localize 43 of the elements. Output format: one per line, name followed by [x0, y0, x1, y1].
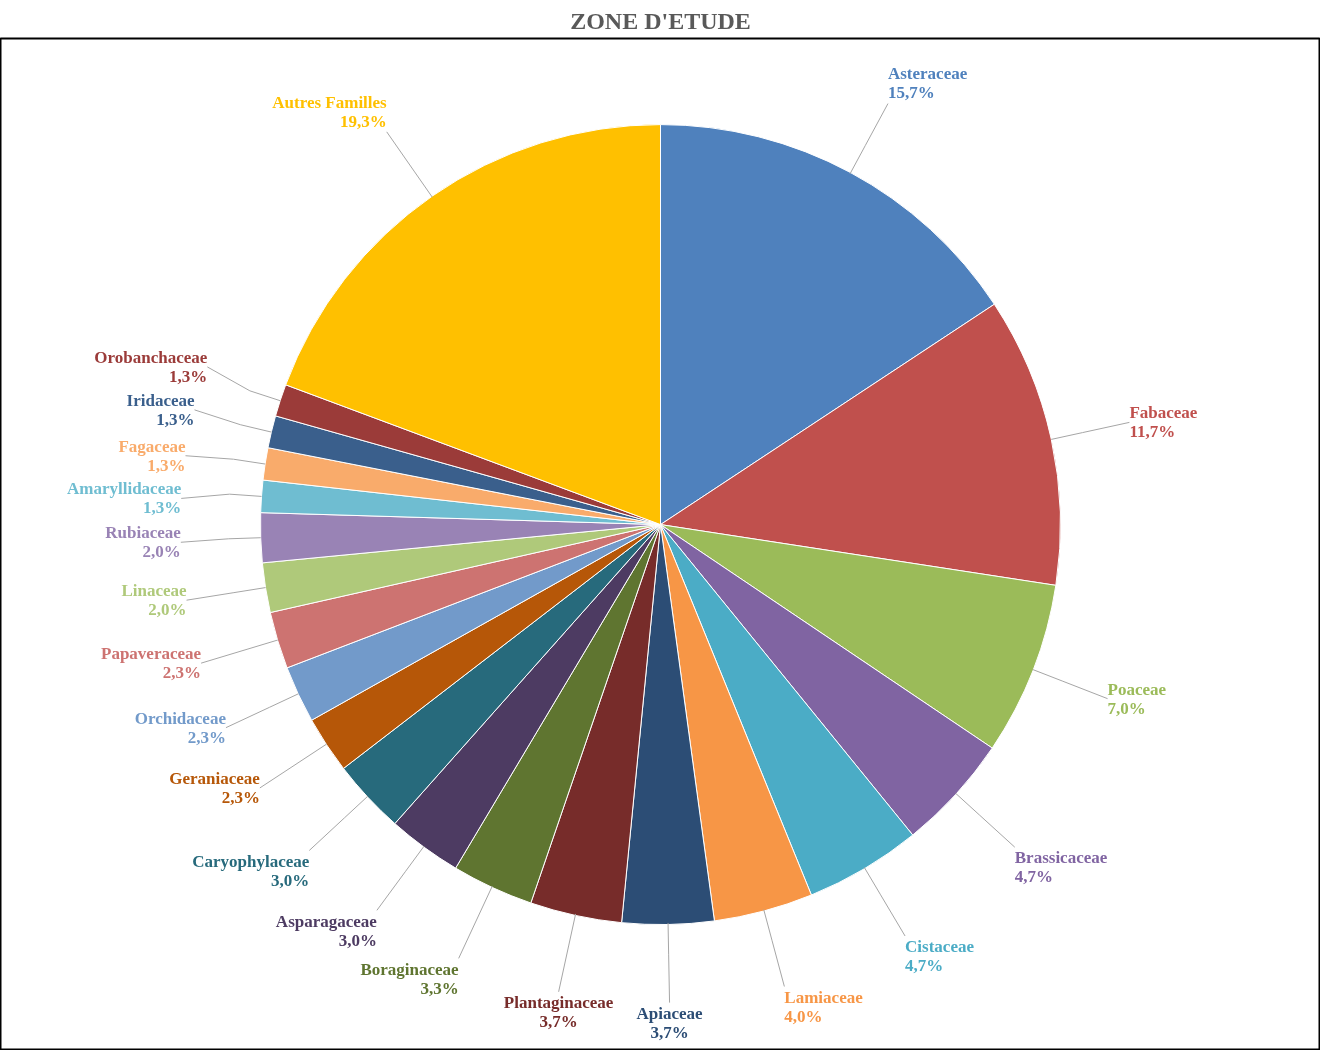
slice-label: Caryophylaceae [192, 851, 310, 871]
data-label: 1,3% [142, 498, 182, 518]
chart-title: ZONE D'ETUDE [570, 7, 751, 34]
slice-label: Linaceae [121, 581, 187, 601]
slice-label: Cistaceae [905, 937, 975, 957]
slice-label: Asteraceae [887, 64, 968, 84]
slice-label: Autres Familles [272, 92, 388, 112]
slice-label: Boraginaceae [360, 959, 460, 979]
data-label: 11,7% [1129, 422, 1176, 442]
data-label: 1,3% [156, 409, 195, 429]
slice-label: Plantaginaceae [503, 993, 614, 1013]
slice-label: Fabaceae [1129, 403, 1198, 423]
data-label: 3,7% [539, 1012, 578, 1032]
data-label: 3,0% [338, 930, 377, 950]
slice-label: Geraniaceae [169, 768, 261, 788]
slice-label: Lamiaceae [784, 987, 864, 1007]
slice-label: Asparagaceae [275, 911, 378, 931]
data-label: 2,3% [221, 787, 260, 807]
slice-label: Amaryllidaceae [66, 479, 182, 499]
slice-label: Orchidaceae [134, 708, 227, 728]
data-label: 2,3% [187, 727, 226, 747]
slice-label: Apiaceae [636, 1003, 704, 1023]
slice-label: Brassicaceae [1014, 848, 1108, 868]
slice-label: Iridaceae [126, 390, 195, 410]
data-label: 7,0% [1107, 698, 1146, 718]
data-label: 4,7% [905, 956, 944, 976]
slice-label: Papaveraceae [101, 644, 202, 664]
data-label: 3,7% [650, 1022, 689, 1042]
data-label: 2,3% [162, 663, 202, 683]
slice-label: Orobanchaceae [94, 347, 208, 367]
data-label: 3,0% [271, 870, 310, 890]
slice-label: Rubiaceae [105, 523, 182, 543]
slice-label: Poaceae [1107, 679, 1167, 699]
data-label: 19,3% [339, 111, 387, 131]
data-label: 2,0% [148, 600, 187, 620]
data-label: 4,7% [1014, 867, 1054, 887]
data-label: 2,0% [142, 542, 181, 562]
slice-label: Fagaceae [118, 436, 186, 456]
data-label: 15,7% [887, 83, 935, 103]
data-label: 1,3% [147, 455, 186, 475]
data-label: 1,3% [169, 366, 208, 386]
data-label: 4,0% [784, 1006, 823, 1026]
data-label: 3,3% [420, 978, 459, 998]
